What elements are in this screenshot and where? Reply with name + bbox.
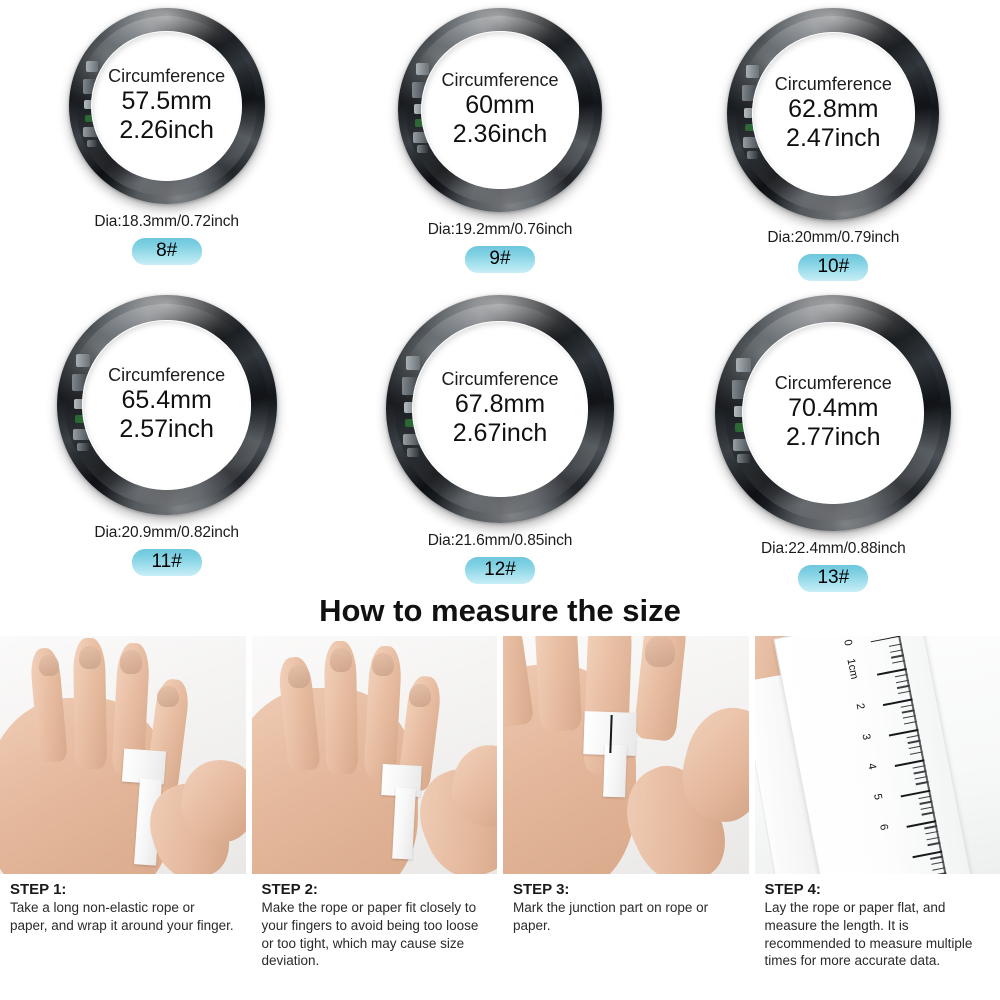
ring-size-cell: Circumference 65.4mm 2.57inch Dia:20.9mm… xyxy=(0,283,333,592)
step-4-title: STEP 4: xyxy=(764,881,821,898)
smart-ring-icon: Circumference 70.4mm 2.77inch xyxy=(715,294,952,531)
step-3-photo xyxy=(503,636,749,874)
ring-inner-label: Circumference 65.4mm 2.57inch xyxy=(81,320,252,490)
circumference-label: Circumference xyxy=(441,369,559,390)
circumference-inch: 2.57inch xyxy=(119,414,214,443)
step-1: STEP 1: Take a long non-elastic rope or … xyxy=(0,881,246,970)
circumference-inch: 2.26inch xyxy=(119,115,214,144)
ring-illustration: Circumference 57.5mm 2.26inch xyxy=(68,8,265,204)
size-badge[interactable]: 10# xyxy=(798,254,869,282)
smart-ring-icon: Circumference 67.8mm 2.67inch xyxy=(385,294,614,523)
ring-illustration: Circumference 60mm 2.36inch xyxy=(397,8,602,212)
diameter-text: Dia:20.9mm/0.82inch xyxy=(94,523,239,541)
circumference-label: Circumference xyxy=(108,365,226,386)
step-4: STEP 4: Lay the rope or paper flat, and … xyxy=(755,881,1000,970)
step-4-body: Lay the rope or paper flat, and measure … xyxy=(764,900,973,969)
ruler-tick-3: 3 xyxy=(858,732,872,741)
ring-size-grid: Circumference 57.5mm 2.26inch Dia:18.3mm… xyxy=(0,0,1000,592)
ring-inner-label: Circumference 62.8mm 2.47inch xyxy=(751,32,915,196)
circumference-inch: 2.36inch xyxy=(452,119,548,148)
circumference-mm: 67.8mm xyxy=(454,389,546,418)
circumference-mm: 60mm xyxy=(465,90,535,119)
ring-size-cell: Circumference 60mm 2.36inch Dia:19.2mm/0… xyxy=(333,0,666,283)
ring-size-cell: Circumference 57.5mm 2.26inch Dia:18.3mm… xyxy=(0,0,333,283)
size-badge[interactable]: 11# xyxy=(131,548,202,576)
ring-illustration: Circumference 67.8mm 2.67inch xyxy=(385,294,614,523)
ring-illustration: Circumference 62.8mm 2.47inch xyxy=(727,8,940,220)
step-2-title: STEP 2: xyxy=(261,881,318,898)
size-badge[interactable]: 12# xyxy=(464,556,535,584)
ring-illustration: Circumference 65.4mm 2.57inch xyxy=(56,294,277,515)
ring-inner-label: Circumference 57.5mm 2.26inch xyxy=(91,30,243,182)
ring-size-cell: Circumference 62.8mm 2.47inch Dia:20mm/0… xyxy=(667,0,1000,283)
ruler-tick-5: 5 xyxy=(870,792,884,802)
smart-ring-icon: Circumference 65.4mm 2.57inch xyxy=(56,294,277,515)
step-captions: STEP 1: Take a long non-elastic rope or … xyxy=(0,874,1000,970)
how-to-measure-title: How to measure the size xyxy=(319,593,681,628)
circumference-label: Circumference xyxy=(441,70,559,91)
circumference-inch: 2.67inch xyxy=(452,418,548,447)
ring-illustration: Circumference 70.4mm 2.77inch xyxy=(715,294,952,531)
diameter-text: Dia:19.2mm/0.76inch xyxy=(427,221,573,238)
size-badge[interactable]: 9# xyxy=(464,246,535,274)
ring-size-cell: Circumference 67.8mm 2.67inch Dia:21.6mm… xyxy=(333,283,666,592)
circumference-label: Circumference xyxy=(774,74,892,95)
step-4-photo: 0 1cm 2 3 4 5 6 xyxy=(754,636,1000,874)
size-badge[interactable]: 8# xyxy=(131,238,202,266)
diameter-text: Dia:21.6mm/0.85inch xyxy=(427,531,573,549)
step-2: STEP 2: Make the rope or paper fit close… xyxy=(252,881,498,970)
ring-size-cell: Circumference 70.4mm 2.77inch Dia:22.4mm… xyxy=(667,283,1000,592)
how-to-photo-strip: 0 1cm 2 3 4 5 6 xyxy=(0,636,1000,874)
ring-inner-label: Circumference 60mm 2.36inch xyxy=(421,31,579,189)
circumference-mm: 57.5mm xyxy=(121,86,212,115)
diameter-text: Dia:20mm/0.79inch xyxy=(767,229,900,246)
ruler-tick-1cm: 1cm xyxy=(844,657,860,680)
step-1-photo xyxy=(0,636,246,874)
smart-ring-icon: Circumference 60mm 2.36inch xyxy=(397,8,602,212)
ruler-tick-2: 2 xyxy=(852,701,866,711)
size-badge[interactable]: 13# xyxy=(798,564,869,592)
circumference-mm: 65.4mm xyxy=(121,385,212,414)
step-3-body: Mark the junction part on rope or paper. xyxy=(513,900,709,933)
ring-inner-label: Circumference 70.4mm 2.77inch xyxy=(742,321,925,504)
circumference-label: Circumference xyxy=(774,373,892,394)
step-1-body: Take a long non-elastic rope or paper, a… xyxy=(10,900,234,933)
step-2-photo xyxy=(251,636,497,874)
circumference-inch: 2.47inch xyxy=(786,123,881,152)
ruler-tick-6: 6 xyxy=(876,823,890,832)
smart-ring-icon: Circumference 57.5mm 2.26inch xyxy=(68,8,265,204)
ruler-tick-4: 4 xyxy=(864,762,878,771)
step-3-title: STEP 3: xyxy=(513,881,570,898)
diameter-text: Dia:18.3mm/0.72inch xyxy=(94,213,239,230)
ruler-tick-0: 0 xyxy=(840,638,854,647)
circumference-inch: 2.77inch xyxy=(786,422,881,451)
step-1-title: STEP 1: xyxy=(10,881,67,898)
circumference-label: Circumference xyxy=(108,66,226,87)
step-2-body: Make the rope or paper fit closely to yo… xyxy=(261,900,479,969)
diameter-text: Dia:22.4mm/0.88inch xyxy=(761,539,906,557)
circumference-mm: 70.4mm xyxy=(788,393,879,422)
step-3: STEP 3: Mark the junction part on rope o… xyxy=(503,881,749,970)
circumference-mm: 62.8mm xyxy=(788,94,879,123)
smart-ring-icon: Circumference 62.8mm 2.47inch xyxy=(727,8,940,220)
ring-inner-label: Circumference 67.8mm 2.67inch xyxy=(412,321,588,497)
